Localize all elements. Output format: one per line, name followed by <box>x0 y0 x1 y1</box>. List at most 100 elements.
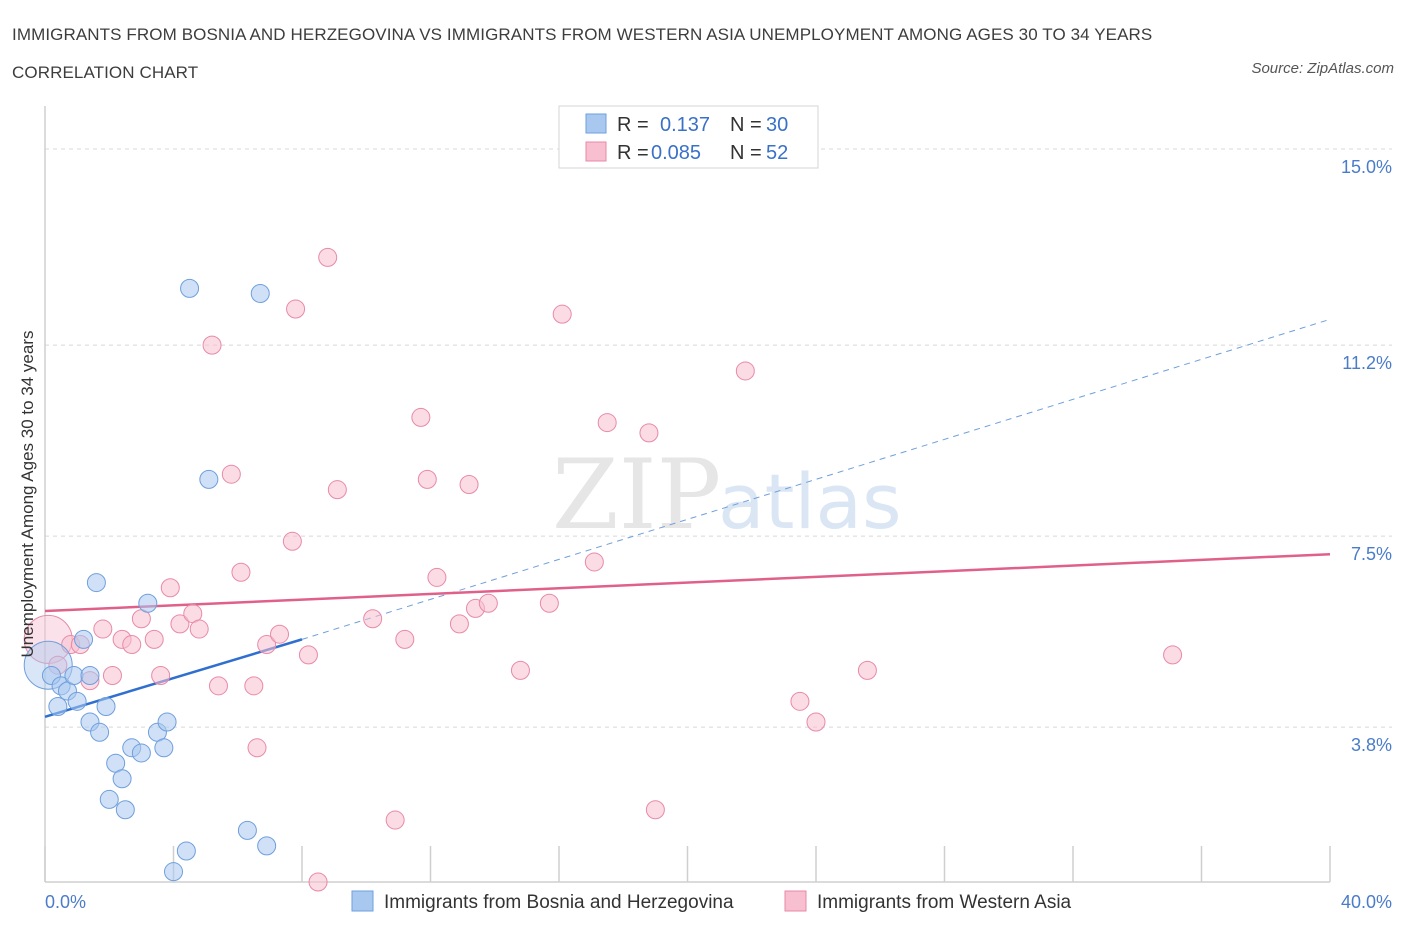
point-pink-17 <box>208 676 228 696</box>
point-pink-25 <box>286 299 306 319</box>
point-pink-41 <box>539 593 559 613</box>
point-pink-51 <box>1163 645 1183 665</box>
data-points <box>23 247 1183 892</box>
watermark: ZIP atlas <box>552 439 902 551</box>
point-pink-44 <box>597 413 617 433</box>
point-pink-28 <box>318 247 338 267</box>
point-pink-27 <box>308 872 328 892</box>
point-blue-23 <box>164 862 183 882</box>
point-pink-42 <box>552 304 572 324</box>
legend-n-value-1: 30 <box>766 114 788 136</box>
legend-r-value-2: 0.085 <box>651 142 701 164</box>
point-pink-32 <box>395 629 415 649</box>
y-tick-label-3: 15.0% <box>1341 157 1392 177</box>
point-blue-12 <box>96 696 116 716</box>
y-tick-label-0: 3.8% <box>1351 735 1392 755</box>
point-pink-6 <box>102 666 122 686</box>
point-pink-18 <box>221 464 241 484</box>
trendline-pink <box>44 552 1331 613</box>
legend-n-value-2: 52 <box>766 142 788 164</box>
point-pink-29 <box>327 480 347 500</box>
point-blue-9 <box>80 666 100 686</box>
point-blue-11 <box>90 722 110 742</box>
point-pink-12 <box>160 578 180 598</box>
point-pink-35 <box>427 567 447 587</box>
bottom-legend-label-pink: Immigrants from Western Asia <box>817 892 1072 913</box>
point-blue-19 <box>138 593 158 613</box>
point-pink-23 <box>270 624 290 644</box>
legend-swatch-blue <box>585 113 607 134</box>
point-pink-36 <box>449 614 469 634</box>
point-pink-40 <box>510 660 530 680</box>
y-tick-label-2: 11.2% <box>1342 353 1392 373</box>
point-blue-24 <box>176 841 196 861</box>
x-tick-label-1: 40.0% <box>1341 892 1392 912</box>
point-pink-26 <box>298 645 318 665</box>
y-tick-label-1: 7.5% <box>1351 544 1392 564</box>
bottom-legend-swatch-blue <box>351 890 374 912</box>
point-pink-5 <box>93 619 113 639</box>
point-pink-22 <box>257 635 277 655</box>
point-blue-22 <box>157 712 177 732</box>
point-blue-26 <box>199 469 219 489</box>
point-blue-15 <box>112 769 132 789</box>
point-pink-19 <box>231 562 251 582</box>
point-pink-31 <box>385 810 405 830</box>
point-pink-30 <box>363 609 383 629</box>
chart-title: IMMIGRANTS FROM BOSNIA AND HERZEGOVINA V… <box>12 25 1153 82</box>
point-pink-34 <box>417 469 437 489</box>
x-tick-label-0: 0.0% <box>45 892 86 912</box>
point-blue-5 <box>64 666 84 686</box>
trendline-blue-dashed <box>301 318 1331 640</box>
trendlines <box>44 318 1331 719</box>
point-pink-45 <box>639 423 659 443</box>
point-pink-8 <box>122 635 142 655</box>
watermark-atlas: atlas <box>718 457 902 546</box>
point-pink-20 <box>244 676 264 696</box>
legend-r-label-2: R = <box>617 142 649 164</box>
legend-n-label-2: N = <box>730 142 762 164</box>
legend-n-label-1: N = <box>730 114 762 136</box>
point-pink-13 <box>170 614 190 634</box>
trendline-blue <box>44 638 303 719</box>
point-blue-28 <box>250 284 270 304</box>
point-pink-10 <box>144 629 164 649</box>
tick-labels: 3.8% 7.5% 11.2% 15.0% 0.0% 40.0% <box>45 157 1392 912</box>
point-pink-39 <box>478 593 498 613</box>
point-blue-2 <box>48 696 68 716</box>
point-blue-16 <box>115 800 135 820</box>
legend-r-label-1: R = <box>617 114 649 136</box>
point-blue-13 <box>99 789 119 809</box>
point-pink-24 <box>282 531 302 551</box>
point-pink-47 <box>735 361 755 381</box>
point-pink-37 <box>459 475 479 495</box>
legend-swatch-pink <box>585 141 607 162</box>
point-pink-48 <box>790 691 810 711</box>
chart-source: Source: ZipAtlas.com <box>1251 60 1394 77</box>
point-pink-46 <box>645 800 665 820</box>
point-blue-27 <box>237 820 257 840</box>
point-pink-11 <box>151 666 171 686</box>
point-pink-49 <box>806 712 826 732</box>
point-blue-18 <box>131 743 151 763</box>
axes <box>44 106 1331 883</box>
bottom-legend: Immigrants from Bosnia and Herzegovina I… <box>351 890 1072 913</box>
point-pink-43 <box>584 552 604 572</box>
point-pink-21 <box>247 738 267 758</box>
legend-box: R = 0.137 N = 30 R = 0.085 N = 52 <box>558 105 819 169</box>
point-pink-50 <box>857 660 877 680</box>
watermark-zip: ZIP <box>552 439 721 551</box>
point-blue-10 <box>86 573 106 593</box>
bottom-legend-swatch-pink <box>784 890 807 912</box>
point-blue-21 <box>154 738 174 758</box>
point-pink-15 <box>189 619 209 639</box>
point-blue-29 <box>257 836 277 856</box>
bottom-legend-label-blue: Immigrants from Bosnia and Herzegovina <box>384 892 734 913</box>
legend-r-value-1: 0.137 <box>660 114 710 136</box>
point-blue-6 <box>67 691 87 711</box>
point-pink-33 <box>411 407 431 427</box>
y-axis-label: Unemployment Among Ages 30 to 34 years <box>18 331 37 658</box>
point-pink-16 <box>202 335 222 355</box>
point-blue-25 <box>180 278 200 298</box>
